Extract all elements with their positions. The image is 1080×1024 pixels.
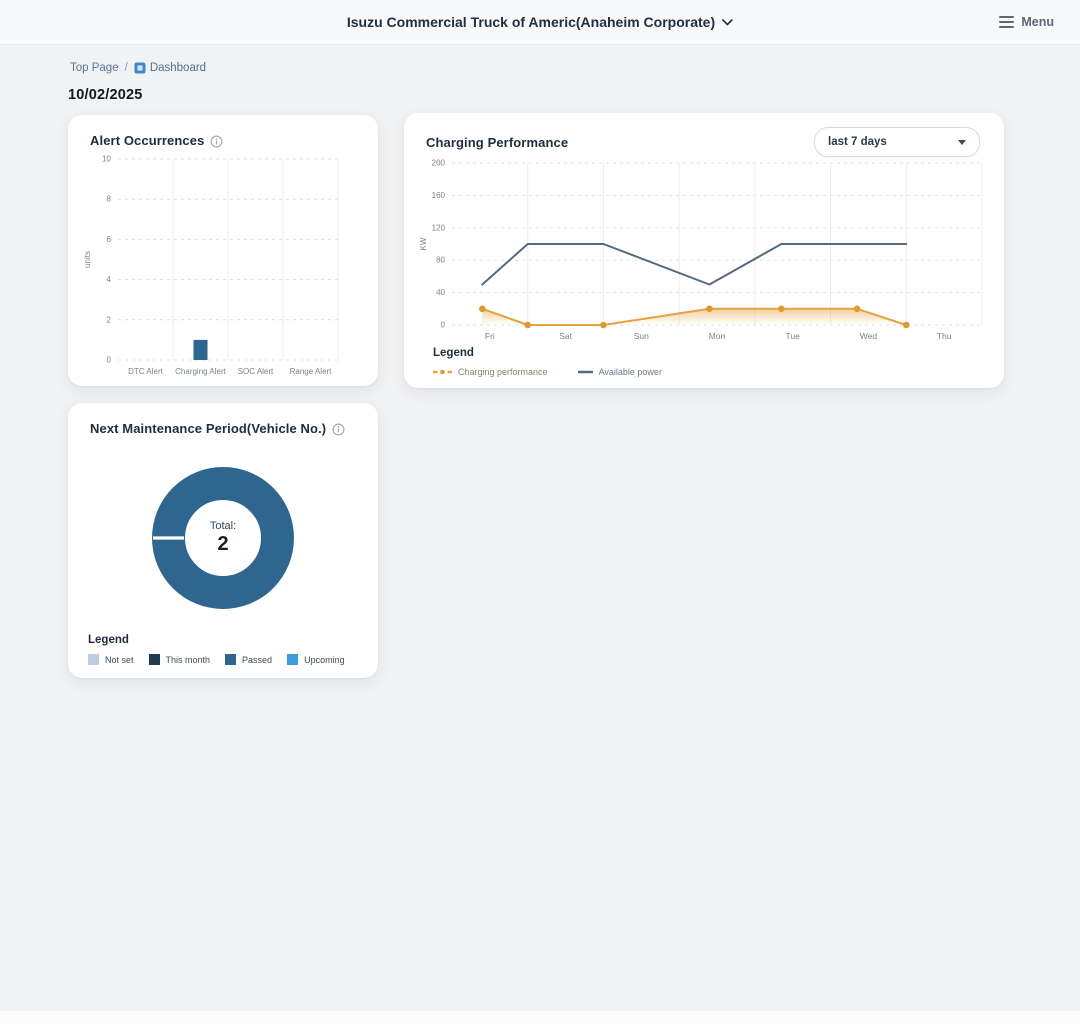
- legend-item-passed[interactable]: Passed: [225, 654, 272, 665]
- chevron-down-icon: [722, 18, 733, 25]
- maintenance-title: Next Maintenance Period(Vehicle No.): [90, 421, 327, 436]
- alert-occurrences-chart: 0 2 4 6 8 10 DTC Alert Charging Alert SOC Alert R…: [83, 155, 339, 376]
- footer-strip: [0, 1011, 1080, 1024]
- legend-label: Not set: [105, 654, 134, 665]
- menu-label: Menu: [1021, 15, 1054, 29]
- svg-text:40: 40: [436, 288, 445, 297]
- alert-occurrences-title: Alert Occurrences: [90, 133, 205, 148]
- dashboard-icon: [134, 62, 146, 74]
- svg-text:KW: KW: [419, 237, 428, 250]
- charging-legend-block: Legend Charging performance Available pow…: [433, 347, 662, 377]
- svg-text:2: 2: [107, 315, 112, 324]
- maintenance-header: Next Maintenance Period(Vehicle No.): [68, 403, 378, 436]
- maintenance-legend-block: Legend Not set This month Passed Upcoming: [88, 634, 345, 665]
- svg-text:Tue: Tue: [786, 331, 801, 341]
- svg-text:Sat: Sat: [559, 331, 572, 341]
- legend-item-available-power[interactable]: Available power: [577, 367, 662, 377]
- legend-item-not-set[interactable]: Not set: [88, 654, 134, 665]
- range-selector-value: last 7 days: [828, 136, 887, 148]
- legend-swatch: [225, 654, 237, 665]
- legend-swatch: [148, 654, 160, 665]
- svg-text:80: 80: [436, 256, 445, 265]
- svg-text:units: units: [83, 251, 92, 268]
- charging-performance-card: Charging Performance last 7 days 0 40 80 12…: [404, 113, 1004, 388]
- svg-text:Fri: Fri: [485, 331, 495, 341]
- legend-label: Available power: [598, 367, 662, 377]
- alert-info-icon[interactable]: [210, 134, 223, 148]
- legend-item-upcoming[interactable]: Upcoming: [287, 654, 345, 665]
- svg-text:Thu: Thu: [937, 331, 952, 341]
- svg-text:0: 0: [441, 321, 446, 330]
- alert-occurrences-header: Alert Occurrences: [68, 115, 378, 148]
- page-date: 10/02/2025: [68, 87, 143, 103]
- maintenance-donut: Total: 2: [148, 463, 298, 613]
- svg-text:200: 200: [432, 159, 446, 168]
- app-header: Isuzu Commercial Truck of Americ(Anaheim…: [0, 0, 1080, 45]
- legend-item-charging-performance[interactable]: Charging performance: [433, 367, 548, 377]
- caret-down-icon: [958, 139, 966, 145]
- svg-text:0: 0: [107, 356, 112, 365]
- legend-label: Upcoming: [304, 654, 345, 665]
- charging-performance-header: Charging Performance last 7 days: [404, 113, 1004, 157]
- charging-performance-title: Charging Performance: [426, 134, 569, 150]
- range-selector[interactable]: last 7 days: [814, 127, 980, 157]
- charging-legend: Charging performance Available power: [433, 367, 662, 377]
- legend-label: This month: [165, 654, 211, 665]
- legend-label: Charging performance: [458, 367, 548, 377]
- menu-button[interactable]: Menu: [999, 13, 1054, 31]
- svg-text:Wed: Wed: [860, 331, 878, 341]
- hamburger-icon: [999, 13, 1015, 31]
- svg-text:Charging Alert: Charging Alert: [175, 367, 226, 376]
- svg-text:SOC Alert: SOC Alert: [238, 367, 274, 376]
- maintenance-legend: Not set This month Passed Upcoming: [88, 654, 345, 665]
- breadcrumb-top-page[interactable]: Top Page: [70, 62, 119, 74]
- maintenance-legend-title: Legend: [88, 634, 129, 646]
- svg-text:4: 4: [107, 275, 112, 284]
- company-selector[interactable]: Isuzu Commercial Truck of Americ(Anaheim…: [347, 14, 733, 30]
- company-selector-label: Isuzu Commercial Truck of Americ(Anaheim…: [346, 14, 716, 30]
- charging-performance-chart: 0 40 80 120 160 200 Fri Sat Sun Mon Tue Wed Thu KW: [419, 159, 983, 341]
- series-icon-available-power: [577, 370, 593, 374]
- maintenance-card: Next Maintenance Period(Vehicle No.) Tot…: [68, 403, 378, 678]
- svg-text:8: 8: [107, 195, 112, 204]
- legend-swatch: [287, 654, 299, 665]
- svg-text:Mon: Mon: [709, 331, 726, 341]
- svg-text:Range Alert: Range Alert: [290, 367, 333, 376]
- series-icon-charging-performance: [433, 369, 452, 375]
- charging-legend-title: Legend: [433, 347, 474, 359]
- alert-occurrences-card: Alert Occurrences 0 2 4 6 8 10 DTC Alert Chargi…: [68, 115, 378, 386]
- maintenance-donut-svg: [152, 467, 294, 609]
- legend-swatch: [88, 654, 99, 665]
- legend-label: Passed: [242, 654, 273, 665]
- svg-text:DTC Alert: DTC Alert: [128, 367, 163, 376]
- svg-text:120: 120: [432, 223, 446, 232]
- svg-text:10: 10: [102, 155, 111, 164]
- maintenance-info-icon[interactable]: [332, 422, 345, 436]
- legend-item-this-month[interactable]: This month: [148, 654, 211, 665]
- breadcrumb-dashboard[interactable]: Dashboard: [149, 62, 207, 74]
- svg-text:Sun: Sun: [634, 331, 649, 341]
- svg-text:6: 6: [107, 235, 112, 244]
- svg-text:160: 160: [432, 191, 446, 200]
- breadcrumb: Top Page / Dashboard: [70, 62, 206, 74]
- breadcrumb-separator: /: [124, 62, 128, 74]
